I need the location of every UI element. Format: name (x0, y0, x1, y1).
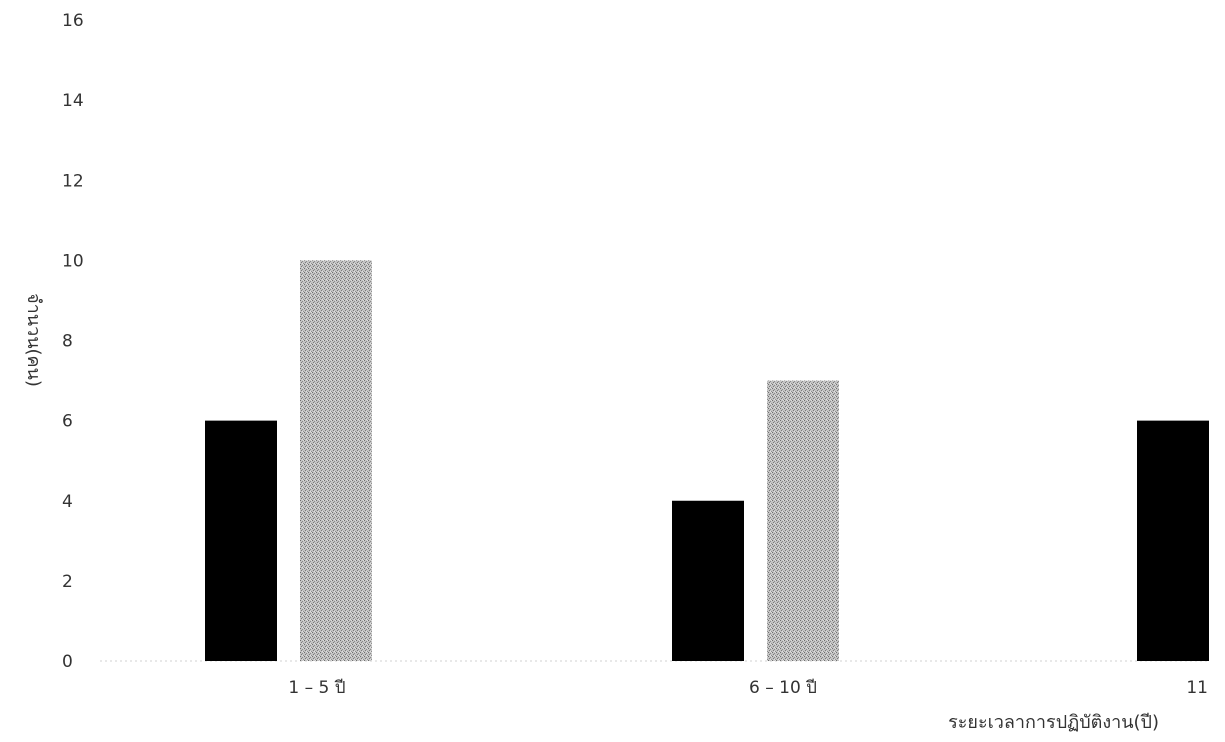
bar-series-1-0 (205, 420, 277, 661)
y-tick-label: 16 (62, 11, 84, 31)
y-axis-title: จำนวน(คน) (23, 293, 44, 387)
y-tick-label: 4 (62, 492, 73, 512)
x-axis-categories: 1 – 5 ปี 6 – 10 ปี 11 (288, 678, 1208, 698)
y-tick-label: 14 (62, 91, 84, 111)
x-category-label: 1 – 5 ปี (288, 678, 345, 698)
y-tick-label: 0 (62, 652, 73, 672)
bar-series-2-0 (300, 260, 372, 661)
x-axis-title: ระยะเวลาการปฏิบัติงาน(ปี) (948, 712, 1159, 733)
y-axis-ticks: 0 2 4 6 8 10 12 14 16 (62, 11, 84, 672)
bar-series-1-1 (672, 500, 744, 661)
y-tick-label: 8 (62, 332, 73, 352)
y-tick-label: 2 (62, 572, 73, 592)
y-tick-label: 12 (62, 171, 84, 191)
bar-series-1-2 (1137, 420, 1209, 661)
bar-series-2-1 (767, 380, 839, 661)
y-tick-label: 10 (62, 251, 84, 271)
x-category-label: 6 – 10 ปี (749, 678, 817, 698)
y-tick-label: 6 (62, 412, 73, 432)
x-category-label: 11 (1186, 678, 1208, 698)
bars (205, 260, 1209, 661)
